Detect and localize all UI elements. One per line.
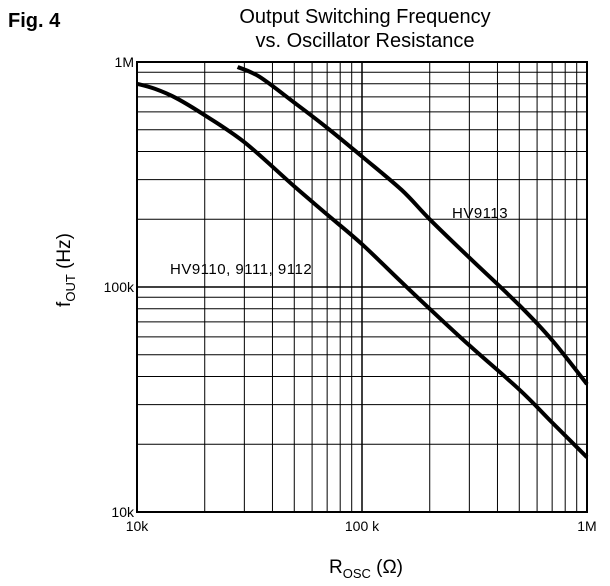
series-line: [136, 81, 589, 459]
chart-title: Output Switching Frequency: [239, 6, 490, 28]
plot-frame: [136, 61, 588, 513]
y-axis-label-suffix: (Hz): [54, 233, 75, 274]
y-axis-label-main: f: [54, 301, 75, 307]
annotation-hv9113: HV9113: [452, 205, 508, 222]
grid: [136, 61, 588, 513]
x-axis-label-sub: OSC: [343, 566, 371, 581]
y-tick-label: 1M: [115, 54, 134, 70]
y-tick-label: 100k: [104, 279, 135, 295]
y-axis-label-sub: OUT: [63, 274, 78, 302]
y-axis-label: fOUT (Hz): [54, 233, 78, 307]
chart-subtitle: vs. Oscillator Resistance: [256, 30, 475, 52]
curves: [136, 65, 589, 459]
tick-labels: 10k 100 k 1M 10k 100k 1M: [104, 54, 597, 534]
x-tick-label: 1M: [577, 518, 596, 534]
x-axis-label: ROSC (Ω): [329, 557, 403, 581]
x-tick-label: 10k: [126, 518, 150, 534]
series-line: [236, 65, 589, 386]
y-tick-label: 10k: [111, 504, 135, 520]
figure-label: Fig. 4: [8, 10, 61, 32]
x-tick-label: 100 k: [345, 518, 380, 534]
x-axis-label-main: R: [329, 557, 343, 578]
annotation-hv9110-9111-9112: HV9110, 9111, 9112: [170, 261, 312, 278]
x-axis-label-suffix: (Ω): [371, 557, 403, 578]
